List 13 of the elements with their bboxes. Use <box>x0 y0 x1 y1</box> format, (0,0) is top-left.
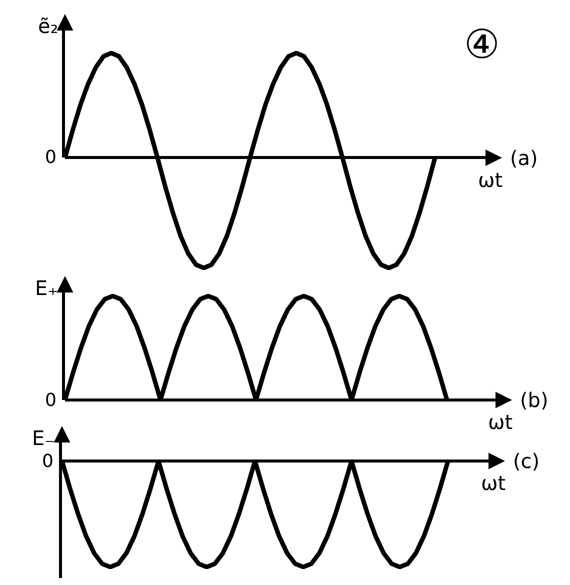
text: (a) <box>510 146 538 170</box>
y-axis-title: ẽ₂ <box>38 14 58 38</box>
x-axis-title: ωt <box>478 168 503 192</box>
text: (b) <box>520 388 548 412</box>
text: ④ <box>464 22 500 68</box>
text: (c) <box>513 449 540 473</box>
text: 0 <box>45 390 56 411</box>
y-axis-title: E₊ <box>35 276 58 300</box>
x-axis-title: ωt <box>481 471 506 495</box>
text: 0 <box>45 147 56 168</box>
text: 0 <box>42 451 54 472</box>
y-axis-title: E₋ <box>32 426 56 450</box>
x-axis-title: ωt <box>488 410 513 434</box>
